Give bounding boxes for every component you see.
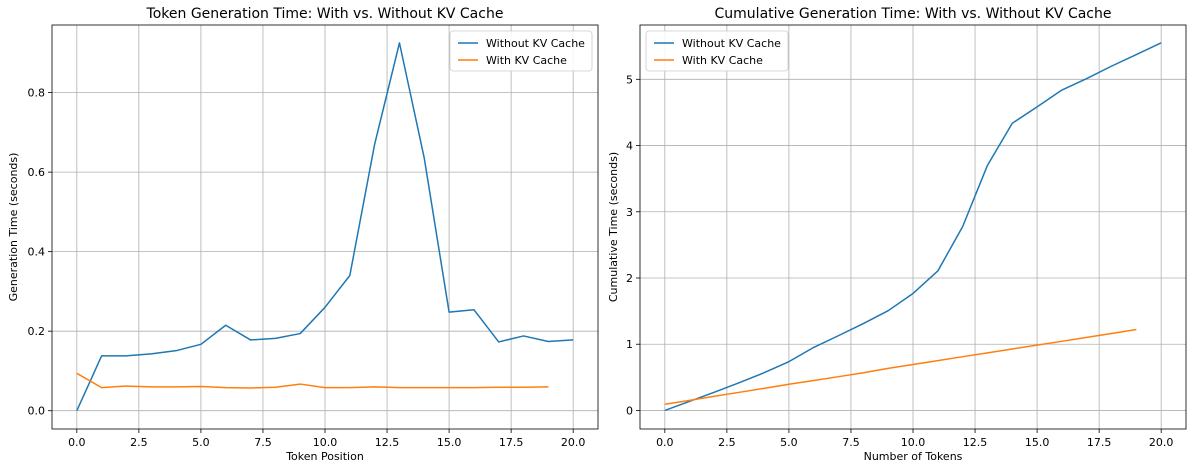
chart-title: Token Generation Time: With vs. Without … <box>146 6 504 22</box>
legend-box <box>645 30 789 72</box>
series-line-with-kv-cache <box>664 328 1137 405</box>
series-line-without-kv-cache <box>76 42 574 412</box>
x-tick-label: 12.5 <box>375 436 400 449</box>
legend-label: Without KV Cache <box>682 37 781 50</box>
x-tick-label: 7.5 <box>254 436 272 449</box>
legend-label: Without KV Cache <box>486 37 585 50</box>
x-axis-label: Token Position <box>285 450 364 463</box>
y-tick-label: 5 <box>626 73 633 86</box>
x-tick-label: 15.0 <box>1025 436 1050 449</box>
x-tick-label: 10.0 <box>901 436 926 449</box>
x-tick-label: 5.0 <box>192 436 210 449</box>
chart-title: Cumulative Generation Time: With vs. Wit… <box>715 6 1112 22</box>
x-tick-label: 7.5 <box>842 436 860 449</box>
y-tick-label: 3 <box>626 206 633 219</box>
y-tick-label: 0.0 <box>28 405 46 418</box>
x-tick-label: 17.5 <box>1087 436 1112 449</box>
cumulative-time-chart: 0.0 2.5 5.0 7.5 10.0 12.5 15.0 17.5 20.0 0 1 2 3 4 5 Cu… <box>607 6 1187 463</box>
y-tick-label: 0 <box>626 404 633 417</box>
series-line-with-kv-cache <box>76 372 549 389</box>
legend-box <box>449 30 593 72</box>
y-axis-label: Generation Time (seconds) <box>7 153 20 302</box>
x-tick-label: 10.0 <box>313 436 338 449</box>
y-axis-label: Cumulative Time (seconds) <box>607 152 620 302</box>
generation-time-chart: 0.0 2.5 5.0 7.5 10.0 12.5 15.0 17.5 20.0 0.0 0.2 0.… <box>7 6 599 463</box>
x-tick-label: 2.5 <box>130 436 148 449</box>
y-tick-label: 0.4 <box>28 246 46 259</box>
x-tick-label: 2.5 <box>718 436 736 449</box>
y-tick-label: 2 <box>626 272 633 285</box>
legend: Without KV Cache With KV Cache <box>449 30 593 72</box>
legend: Without KV Cache With KV Cache <box>645 30 789 72</box>
series-line-without-kv-cache <box>664 42 1162 412</box>
x-tick-label: 12.5 <box>963 436 988 449</box>
y-tick-label: 1 <box>626 338 633 351</box>
y-tick-label: 0.8 <box>28 87 46 100</box>
x-axis-label: Number of Tokens <box>864 450 963 463</box>
y-tick-label: 0.2 <box>28 325 46 338</box>
y-tick-label: 0.6 <box>28 166 46 179</box>
x-tick-label: 17.5 <box>499 436 524 449</box>
x-tick-label: 20.0 <box>561 436 586 449</box>
legend-label: With KV Cache <box>682 54 763 67</box>
legend-label: With KV Cache <box>486 54 567 67</box>
x-tick-label: 15.0 <box>437 436 462 449</box>
y-tick-label: 4 <box>626 140 633 153</box>
x-tick-label: 5.0 <box>780 436 798 449</box>
x-tick-label: 0.0 <box>656 436 674 449</box>
x-tick-label: 20.0 <box>1149 436 1174 449</box>
x-tick-label: 0.0 <box>68 436 86 449</box>
